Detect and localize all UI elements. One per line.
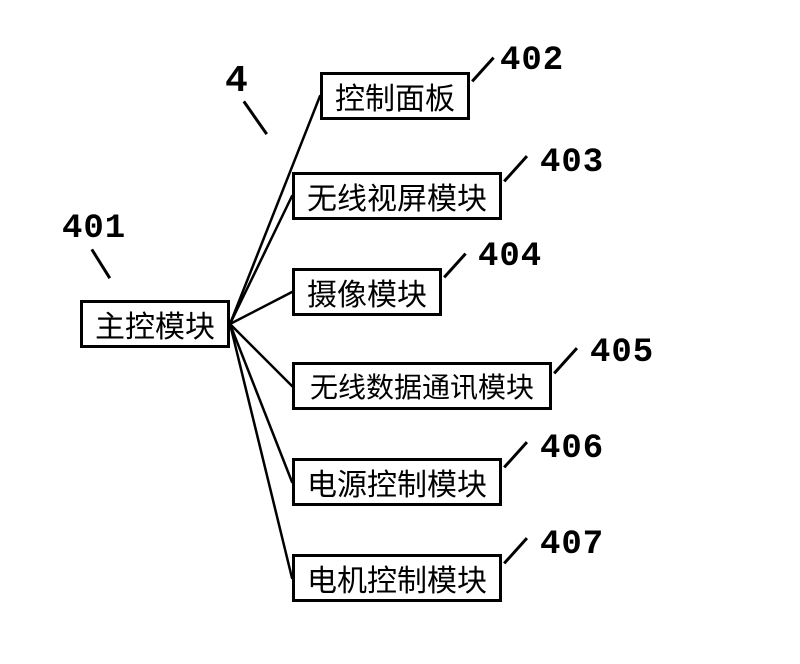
child-node-407: 电机控制模块 [292,554,502,602]
child-node-406: 电源控制模块 [292,458,502,506]
callout-402: 402 [500,42,564,80]
callout-402-tick [471,57,494,82]
child-node-407-label: 电机控制模块 [307,556,487,600]
callout-407-tick [503,537,528,564]
callout-404-tick [443,253,466,278]
child-node-403-label: 无线视屏模块 [307,174,487,218]
child-node-405: 无线数据通讯模块 [292,362,552,410]
callout-404: 404 [478,238,542,276]
callout-403-tick [503,155,528,182]
callout-403: 403 [540,144,604,182]
root-node-main-control: 主控模块 [80,300,230,348]
callout-4: 4 [225,60,249,103]
child-node-403: 无线视屏模块 [292,172,502,220]
diagram-canvas: 主控模块 401 4 控制面板 402 无线视屏模块 403 摄像模块 404 无线数据通讯… [0,0,800,664]
callout-406: 406 [540,430,604,468]
callout-401: 401 [62,210,126,248]
child-node-406-label: 电源控制模块 [307,460,487,504]
callout-401-tick [91,249,111,279]
child-node-404: 摄像模块 [292,268,442,316]
child-node-402-label: 控制面板 [335,74,455,118]
callout-407: 407 [540,526,604,564]
root-node-label: 主控模块 [95,302,215,346]
callout-405: 405 [590,334,654,372]
child-node-402: 控制面板 [320,72,470,120]
child-node-404-label: 摄像模块 [307,270,427,314]
callout-4-tick [243,101,268,135]
child-node-405-label: 无线数据通讯模块 [310,366,534,406]
callout-405-tick [553,347,578,374]
callout-406-tick [503,441,528,468]
